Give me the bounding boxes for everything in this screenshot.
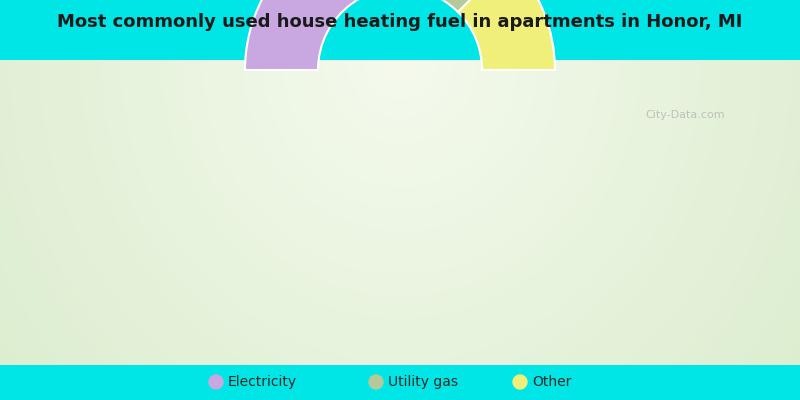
Text: Electricity: Electricity — [228, 375, 297, 389]
Wedge shape — [426, 0, 510, 12]
Text: Other: Other — [532, 375, 571, 389]
Circle shape — [369, 375, 383, 389]
Circle shape — [209, 375, 223, 389]
Circle shape — [513, 375, 527, 389]
Text: City-Data.com: City-Data.com — [645, 110, 725, 120]
Text: Utility gas: Utility gas — [388, 375, 458, 389]
Text: Most commonly used house heating fuel in apartments in Honor, MI: Most commonly used house heating fuel in… — [58, 13, 742, 31]
Wedge shape — [245, 0, 448, 70]
Wedge shape — [458, 0, 555, 70]
